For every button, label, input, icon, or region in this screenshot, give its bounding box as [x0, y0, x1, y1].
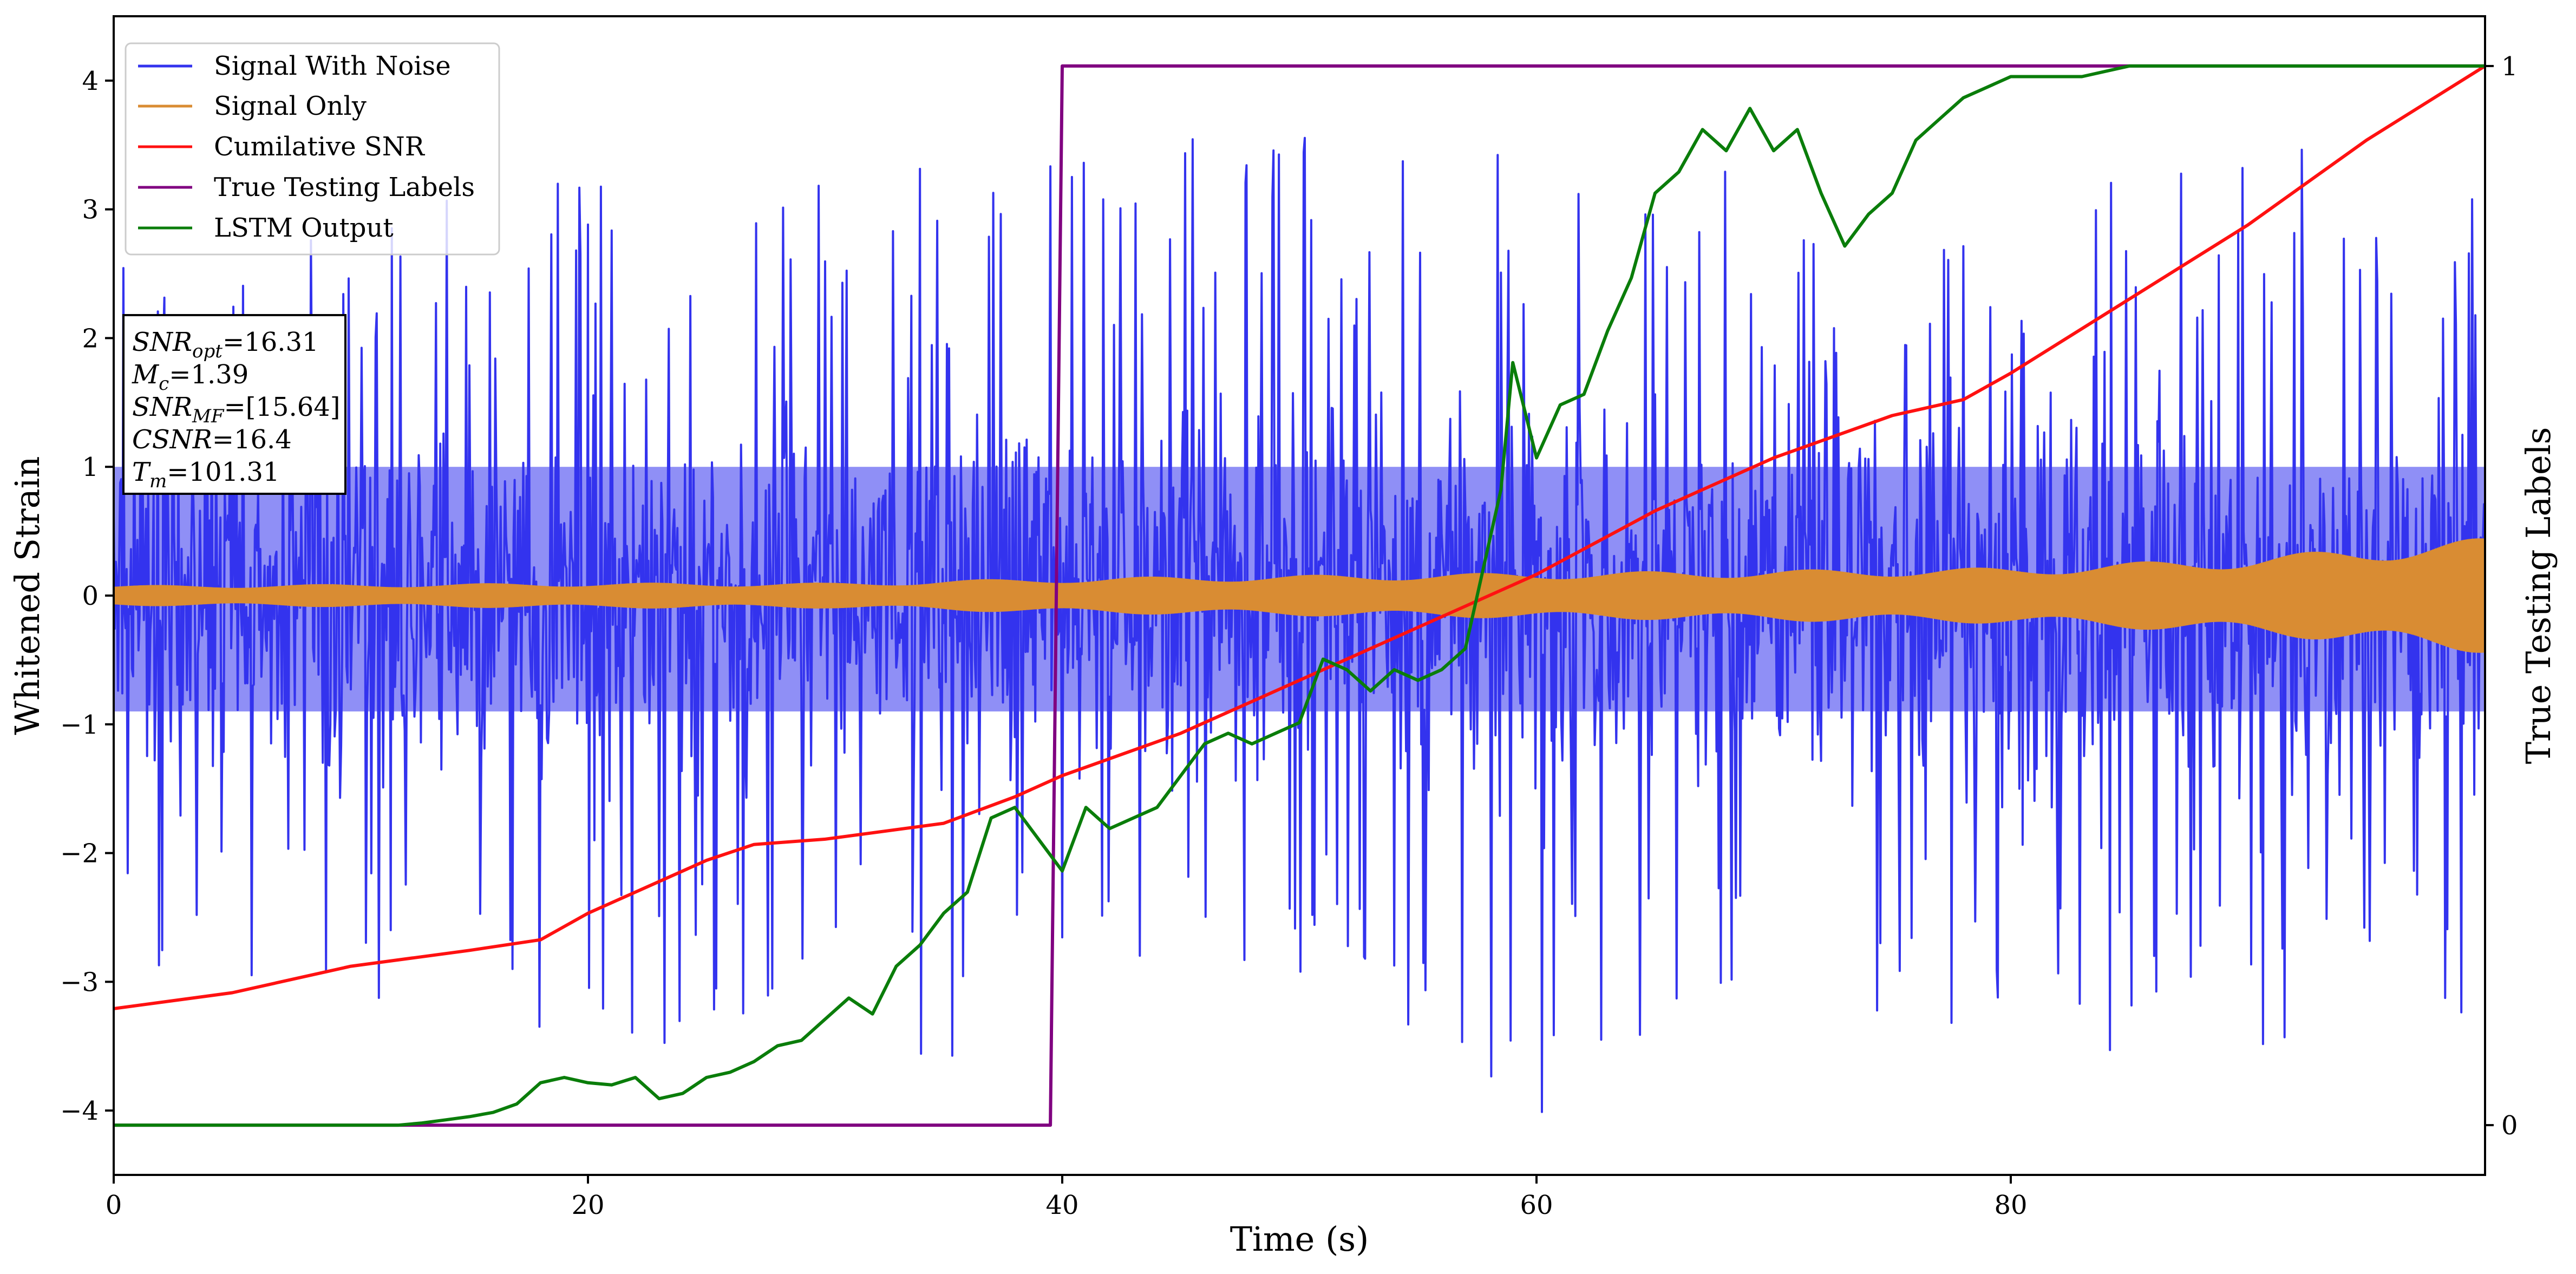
- y-tick-label: 0: [82, 581, 99, 611]
- y2-axis-title: True Testing Labels: [2519, 427, 2558, 765]
- annotation-line: CSNR=16.4: [132, 424, 292, 455]
- legend-label-signal-with-noise: Signal With Noise: [214, 51, 451, 81]
- legend-label-cumulative-snr: Cumilative SNR: [214, 132, 426, 162]
- y-tick-label: 4: [82, 66, 99, 96]
- annotation-frame: [122, 314, 346, 495]
- x-tick-label: 20: [571, 1190, 604, 1220]
- series-cumulative-snr: [114, 64, 2485, 1010]
- y-tick-label: −2: [60, 839, 99, 869]
- series-true-testing-labels: [114, 64, 2485, 1127]
- legend-label-lstm-output: LSTM Output: [214, 213, 394, 243]
- y2-tick-label: 1: [2501, 51, 2518, 82]
- y-axis-title: Whitened Strain: [8, 456, 47, 735]
- legend: Signal With Noise Signal Only Cumilative…: [125, 42, 500, 256]
- annotation-line: Mc=1.39: [132, 360, 249, 395]
- y2-tick-label: 0: [2501, 1110, 2518, 1141]
- x-tick-label: 60: [1520, 1190, 1553, 1220]
- series-signal-only: [114, 538, 2485, 653]
- y-tick-label: 1: [82, 452, 99, 482]
- annotation-line: Tm=101.31: [132, 457, 279, 492]
- plot-area: [114, 64, 2485, 1127]
- x-tick-label: 80: [1994, 1190, 2027, 1220]
- legend-frame: [125, 42, 500, 256]
- legend-label-true-testing-labels: True Testing Labels: [214, 172, 475, 202]
- annotation-line: SNRopt=16.31: [132, 327, 319, 362]
- x-tick-label: 40: [1045, 1190, 1078, 1220]
- x-axis-title: Time (s): [1230, 1219, 1369, 1259]
- annotation-box: SNRopt=16.31Mc=1.39SNRMF=[15.64]CSNR=16.…: [122, 314, 346, 495]
- y-tick-label: −1: [60, 710, 99, 740]
- y-tick-label: 2: [82, 323, 99, 354]
- annotation-line: SNRMF=[15.64]: [132, 392, 341, 427]
- x-tick-label: 0: [106, 1190, 122, 1220]
- legend-label-signal-only: Signal Only: [214, 91, 367, 121]
- y-tick-label: −4: [60, 1096, 99, 1126]
- series-lstm-output: [114, 64, 2485, 1127]
- y-tick-label: 3: [82, 195, 99, 225]
- y-tick-label: −3: [60, 967, 99, 997]
